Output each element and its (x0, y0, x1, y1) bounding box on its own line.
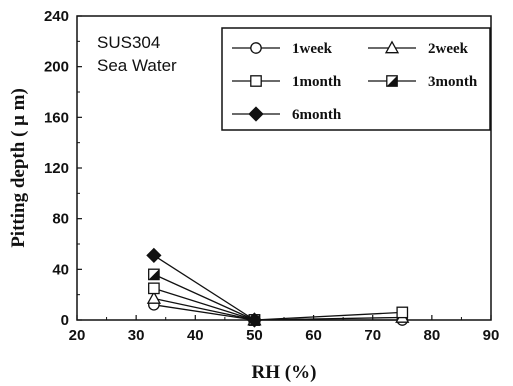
legend-label: 1month (292, 74, 342, 90)
legend-label: 2week (428, 41, 469, 57)
y-tick-label: 160 (44, 109, 69, 126)
series-line (153, 297, 403, 321)
series-line (153, 287, 403, 321)
legend-label: 6month (292, 107, 342, 123)
series-line (153, 273, 255, 321)
legend: 1week 2week 1month 3month 6month (221, 27, 491, 131)
data-point (246, 312, 263, 328)
series-6month (146, 247, 263, 328)
y-axis-label: Pitting depth ( μ m) (8, 88, 29, 248)
x-tick-label: 40 (187, 327, 204, 344)
legend-box (221, 27, 491, 131)
x-tick-label: 30 (128, 327, 145, 344)
legend-items: 1week 2week 1month 3month 6month (232, 40, 478, 123)
legend-item: 3month (368, 74, 478, 90)
x-tick-label: 60 (305, 327, 322, 344)
y-tick-label: 0 (61, 312, 69, 329)
data-point (396, 306, 409, 319)
x-tick-label: 80 (424, 327, 441, 344)
series-layer (146, 247, 410, 328)
data-point (146, 247, 162, 264)
data-point (148, 268, 160, 281)
legend-marker (386, 75, 398, 87)
legend-marker (248, 106, 264, 122)
data-point (148, 282, 160, 295)
data-point (146, 290, 161, 304)
y-axis-ticks: 0 40 80 120 160 200 240 (44, 8, 82, 329)
y-tick-label: 120 (44, 160, 69, 177)
legend-marker (250, 42, 262, 54)
x-tick-label: 20 (69, 327, 86, 344)
y-tick-label: 240 (44, 8, 69, 25)
annotation-medium: Sea Water (97, 56, 177, 75)
x-tick-label: 50 (246, 327, 263, 344)
annotation-material: SUS304 (97, 33, 160, 52)
x-tick-label: 70 (364, 327, 381, 344)
legend-marker (384, 40, 400, 54)
x-tick-label: 90 (483, 327, 500, 344)
y-tick-label: 80 (52, 211, 69, 228)
legend-marker (250, 75, 262, 87)
series-line (153, 254, 255, 321)
x-axis-label: RH (%) (252, 362, 317, 383)
legend-item: 1month (232, 74, 342, 90)
y-tick-label: 40 (52, 261, 69, 278)
legend-item: 1week (232, 41, 333, 57)
y-tick-label: 200 (44, 59, 69, 76)
legend-label: 3month (428, 74, 478, 90)
legend-item: 6month (232, 106, 342, 123)
series-1week (148, 298, 409, 326)
legend-item: 2week (368, 40, 469, 57)
legend-label: 1week (292, 41, 333, 57)
